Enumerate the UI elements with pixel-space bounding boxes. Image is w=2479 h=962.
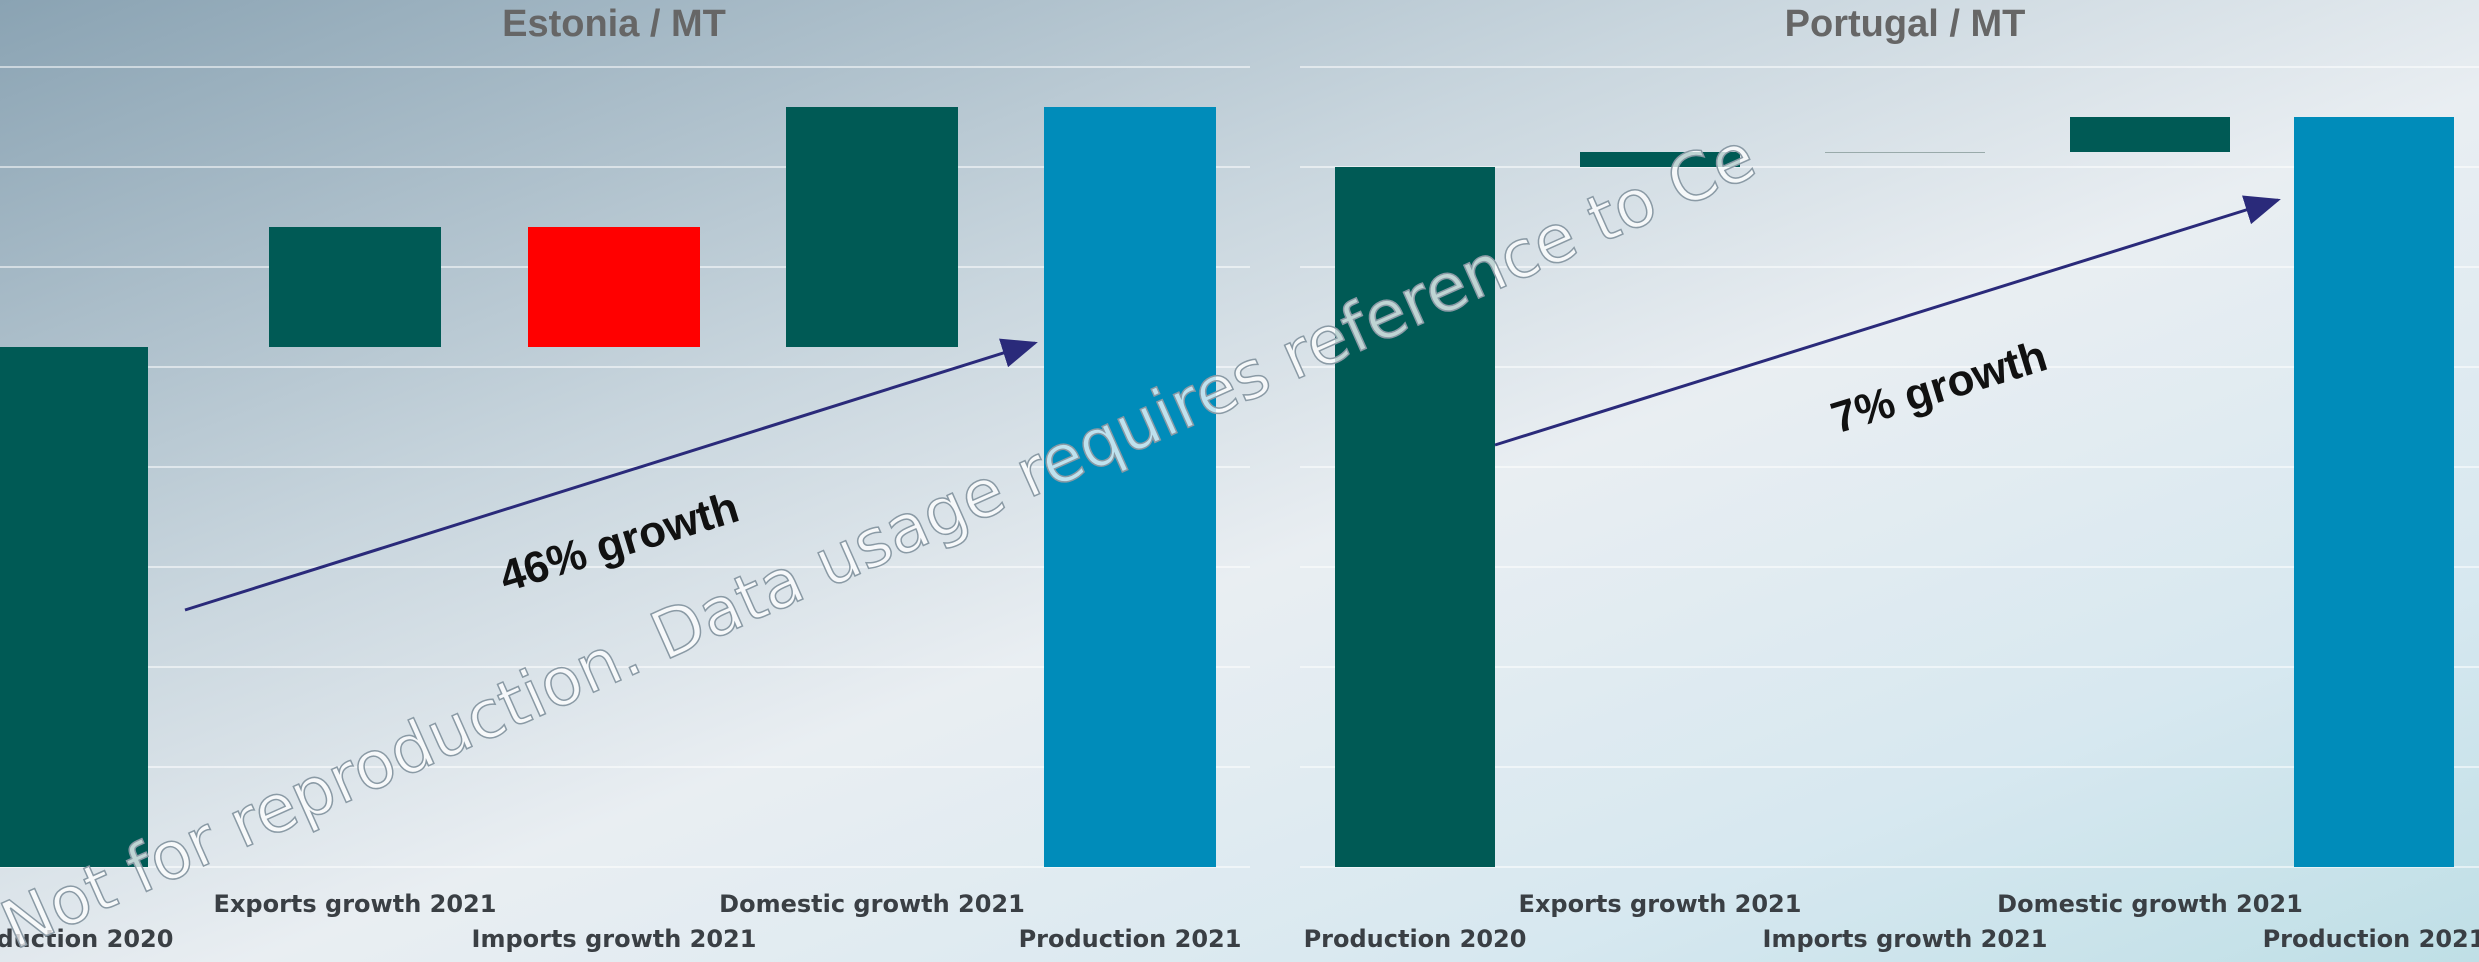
x-tick-label: Domestic growth 2021	[719, 890, 1025, 918]
x-tick-label: Imports growth 2021	[1763, 925, 2048, 953]
bar	[1335, 167, 1495, 867]
bar	[1044, 107, 1216, 867]
bar	[2070, 117, 2230, 152]
growth-arrow	[1494, 195, 2281, 447]
bar	[528, 227, 700, 347]
x-tick-label: Production 2021	[2263, 925, 2479, 953]
chart-title: Estonia / MT	[502, 3, 726, 45]
bar	[1825, 152, 1985, 153]
x-tick-label: Exports growth 2021	[1519, 890, 1802, 918]
bar	[0, 347, 148, 867]
bar	[2294, 117, 2454, 867]
growth-arrow	[184, 338, 1038, 612]
x-tick-label: Production 2020	[1304, 925, 1527, 953]
x-tick-label: Exports growth 2021	[214, 890, 497, 918]
x-tick-label: Production 2021	[1019, 925, 1242, 953]
x-tick-label: Domestic growth 2021	[1997, 890, 2303, 918]
x-tick-label: Production 2020	[0, 925, 173, 953]
bar	[269, 227, 441, 347]
bar	[786, 107, 958, 347]
x-tick-label: Imports growth 2021	[472, 925, 757, 953]
chart-title: Portugal / MT	[1785, 3, 2026, 45]
charts: Estonia / MT Production 2020 Exports growt…	[0, 3, 2479, 953]
bar	[1580, 152, 1740, 167]
